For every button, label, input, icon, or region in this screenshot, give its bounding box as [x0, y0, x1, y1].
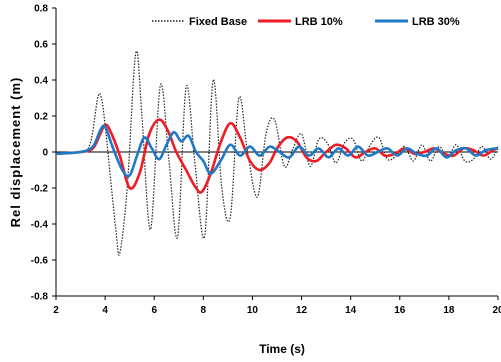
x-tick-label: 8	[201, 305, 207, 316]
x-tick-label: 4	[102, 305, 108, 316]
x-axis-label: Time (s)	[259, 342, 305, 356]
x-ticks: 2 4 6 8 10 12 14 16 18 20	[53, 296, 501, 316]
legend: Fixed Base LRB 10% LRB 30%	[152, 16, 460, 28]
x-tick-label: 18	[443, 305, 455, 316]
x-tick-label: 20	[492, 305, 501, 316]
x-tick-label: 12	[296, 305, 308, 316]
y-tick-label: 0	[42, 148, 48, 159]
y-tick-label: -0.2	[31, 184, 49, 195]
y-tick-label: -0.6	[31, 256, 49, 267]
y-axis-label: Rel displacement (m)	[8, 77, 23, 228]
legend-label-lrb-10: LRB 10%	[295, 16, 343, 28]
y-tick-label: -0.8	[31, 292, 49, 303]
x-tick-label: 14	[345, 305, 357, 316]
series-line-fixed-base	[55, 50, 499, 256]
y-ticks: -0.8 -0.6 -0.4 -0.2 0 0.2 0.4 0.6 0.8	[31, 4, 56, 303]
y-tick-label: 0.8	[34, 4, 48, 15]
y-tick-label: 0.2	[34, 112, 48, 123]
legend-label-fixed-base: Fixed Base	[189, 16, 247, 28]
y-tick-label: 0.4	[34, 76, 48, 87]
x-tick-label: 10	[247, 305, 259, 316]
x-tick-label: 16	[394, 305, 406, 316]
y-tick-label: -0.4	[31, 220, 49, 231]
legend-label-lrb-30: LRB 30%	[412, 16, 460, 28]
series-line-lrb-30	[55, 124, 499, 178]
series-line-lrb-10	[55, 118, 499, 194]
x-tick-label: 2	[53, 305, 59, 316]
y-tick-label: 0.6	[34, 40, 48, 51]
x-tick-label: 6	[151, 305, 157, 316]
series-group	[55, 50, 499, 256]
